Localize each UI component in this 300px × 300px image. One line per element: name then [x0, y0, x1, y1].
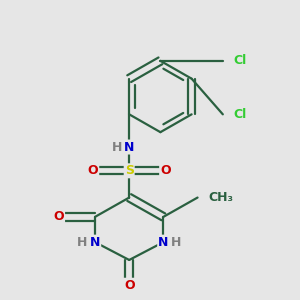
Text: N: N — [124, 140, 134, 154]
Text: Cl: Cl — [233, 54, 247, 67]
Text: H: H — [77, 236, 88, 249]
Text: O: O — [124, 279, 134, 292]
Text: N: N — [158, 236, 169, 249]
Text: H: H — [171, 236, 181, 249]
Text: CH₃: CH₃ — [209, 191, 234, 204]
Text: O: O — [88, 164, 98, 177]
Text: S: S — [125, 164, 134, 177]
Text: N: N — [90, 236, 100, 249]
Text: O: O — [53, 210, 64, 224]
Text: H: H — [112, 140, 122, 154]
Text: Cl: Cl — [233, 108, 247, 121]
Text: O: O — [160, 164, 171, 177]
